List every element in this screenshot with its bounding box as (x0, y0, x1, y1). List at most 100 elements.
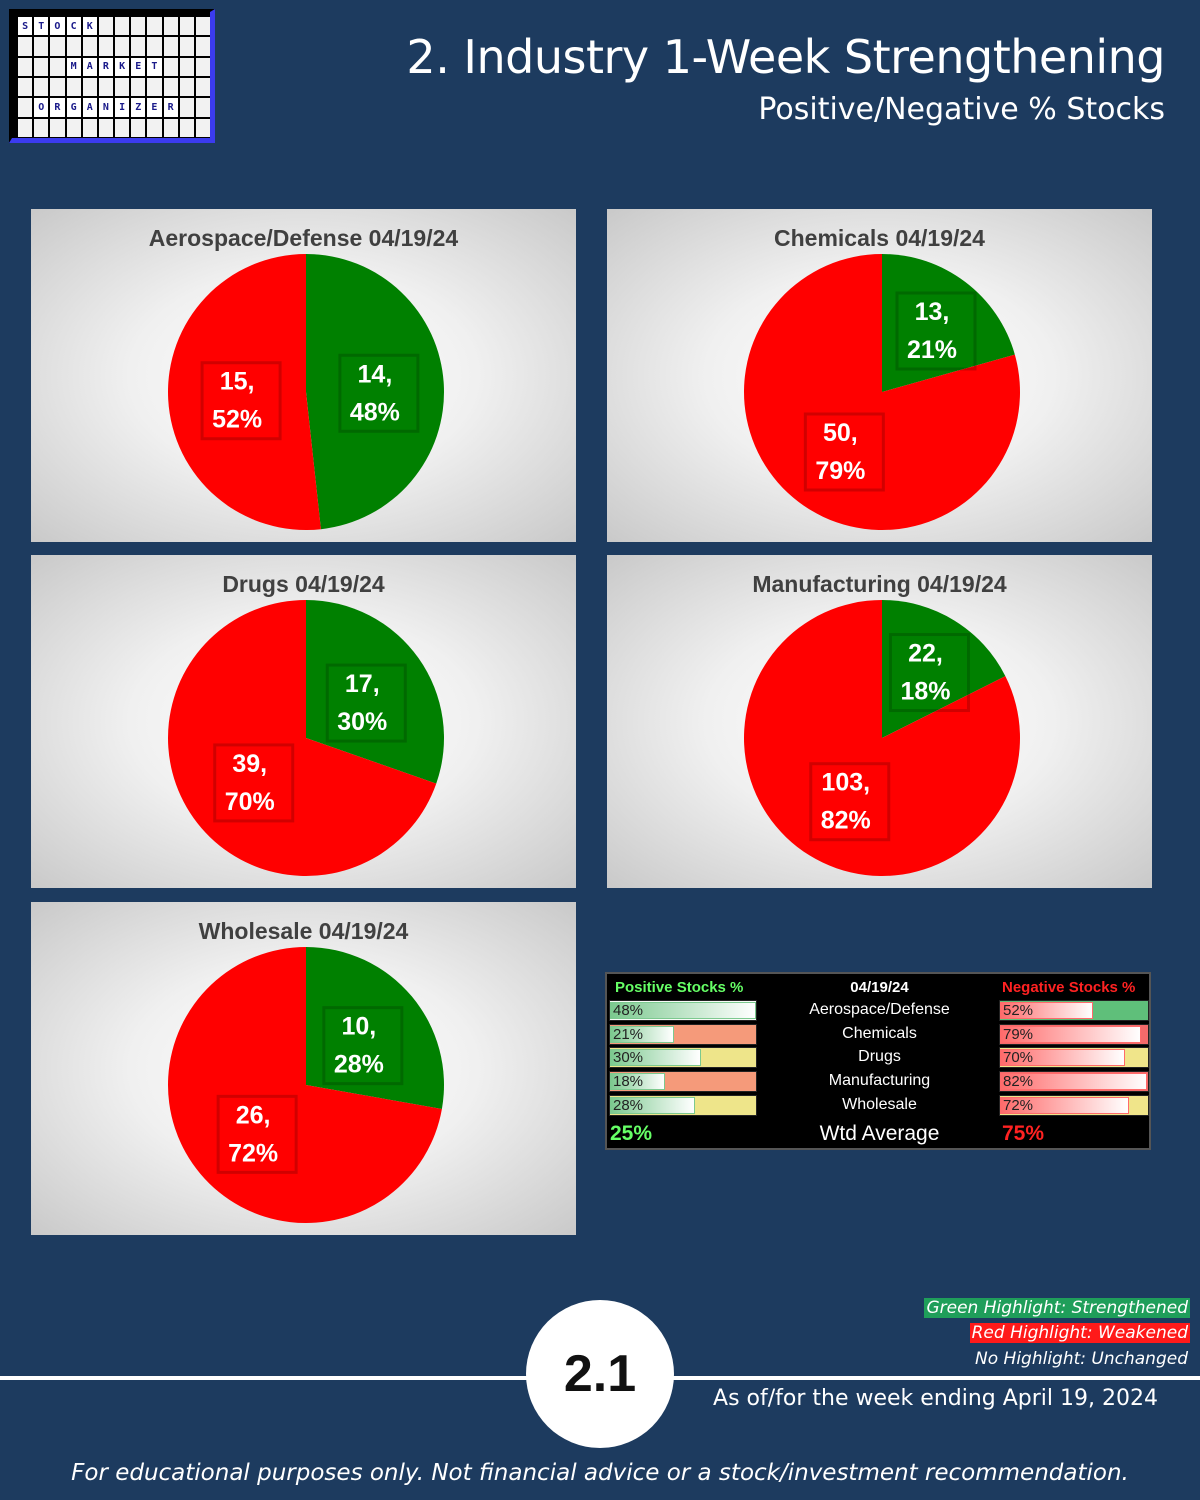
data-label-negative: 15,52% (200, 361, 282, 441)
logo-filler-cell (82, 37, 97, 56)
legend-red: Red Highlight: Weakened (969, 1323, 1190, 1343)
summary-table: Positive Stocks % 04/19/24 Negative Stoc… (605, 972, 1151, 1150)
logo-filler-cell (179, 98, 194, 117)
logo-filler-cell (179, 78, 194, 97)
positive-bar-cell: 18% (609, 1071, 757, 1093)
chart-title: Manufacturing 04/19/24 (752, 571, 1007, 597)
negative-value: 70% (1003, 1049, 1034, 1067)
data-label-positive: 14,48% (338, 353, 420, 433)
label-percent: 79% (815, 457, 865, 485)
logo-filler-cell (131, 37, 146, 56)
logo-filler-cell (115, 37, 130, 56)
label-shadow (809, 762, 891, 842)
disclaimer: For educational purposes only. Not finan… (71, 1460, 1129, 1486)
positive-bar-cell: 48% (609, 1000, 757, 1021)
chart-panel-aerospace: Aerospace/Defense 04/19/24 14, 48% 15, 52% (31, 209, 576, 542)
logo-filler-cell (195, 118, 210, 137)
logo-filler-cell (115, 17, 130, 36)
negative-bar-cell: 70% (999, 1047, 1149, 1069)
logo-letter: T (146, 56, 163, 78)
pie-slice-negative (167, 600, 437, 876)
logo-filler-cell (115, 118, 130, 137)
negative-value: 79% (1003, 1025, 1034, 1043)
chart-title: Drugs 04/19/24 (222, 571, 385, 597)
logo-letter: N (97, 97, 115, 118)
negative-value: 82% (1003, 1073, 1034, 1091)
label-count: 17, (345, 670, 380, 698)
logo-filler-cell (18, 118, 33, 137)
label-shadow (803, 412, 885, 492)
logo-filler-cell (34, 78, 49, 97)
pie-chart: 10,28%26,72% (168, 947, 444, 1223)
logo-letter: T (33, 15, 50, 37)
logo-filler-cell (98, 118, 113, 137)
logo-letter: K (113, 56, 131, 78)
logo-letter: O (33, 97, 50, 118)
label-count: 13, (915, 298, 950, 326)
logo-filler-cell (98, 17, 113, 36)
logo-filler-cell (179, 57, 194, 76)
logo-filler-cell (50, 37, 65, 56)
negative-bar (1000, 1073, 1147, 1091)
chart-title: Wholesale 04/19/24 (198, 918, 409, 944)
label-shadow (338, 353, 420, 433)
logo-letter: C (65, 15, 82, 37)
negative-value: 52% (1003, 1002, 1034, 1019)
data-label-negative: 26,72% (216, 1094, 298, 1174)
label-count: 50, (823, 419, 858, 447)
label-shadow (888, 633, 970, 713)
negative-bar-cell: 72% (999, 1094, 1149, 1116)
data-label-negative: 103, 82% (809, 762, 891, 842)
positive-bar-cell: 30% (609, 1047, 757, 1069)
positive-bar (610, 1049, 702, 1067)
label-percent: 72% (228, 1139, 278, 1167)
label-count: 39, (232, 750, 267, 778)
logo-letter: Z (130, 97, 147, 118)
logo-letter: S (16, 15, 34, 37)
positive-value: 48% (613, 1002, 644, 1019)
logo-filler-cell (34, 118, 49, 137)
label-shadow (325, 663, 407, 743)
logo-letter: O (49, 15, 66, 37)
negative-bar (1000, 1049, 1126, 1067)
logo-filler-cell (163, 57, 178, 76)
logo-filler-cell (179, 17, 194, 36)
chart-title: Aerospace/Defense 04/19/24 (148, 225, 459, 251)
logo-filler-cell (50, 118, 65, 137)
label-percent: 52% (212, 406, 262, 434)
label-percent: 82% (821, 807, 871, 835)
label-count: 10, (341, 1013, 376, 1041)
positive-bar (610, 1096, 696, 1114)
logo-letter: I (113, 97, 131, 118)
logo-filler-cell (147, 37, 162, 56)
logo-filler-cell (66, 78, 81, 97)
industry-label: Drugs (858, 1048, 901, 1066)
logo-filler-cell (50, 57, 65, 76)
logo-filler-cell (195, 98, 210, 117)
page-title: 2. Industry 1-Week Strengthening (406, 30, 1165, 84)
industry-label: Wholesale (842, 1095, 917, 1113)
chart-panel-wholesale: Wholesale 04/19/24 10, 28% 26, 72% (31, 902, 576, 1235)
positive-header: Positive Stocks % (615, 979, 744, 996)
positive-value: 21% (613, 1025, 644, 1043)
negative-bar-cell: 82% (999, 1071, 1149, 1093)
logo-filler-cell (82, 118, 97, 137)
logo-filler-cell (163, 118, 178, 137)
pie-chart: 22,18%103,82% (744, 600, 1020, 876)
pie-chart: 13,21%50,79% (744, 254, 1020, 530)
data-label-positive: 13,21% (895, 291, 977, 371)
positive-bar (610, 1025, 674, 1043)
data-label-negative: 50,79% (803, 412, 885, 492)
logo-filler-cell (34, 37, 49, 56)
logo-filler-cell (131, 17, 146, 36)
logo-filler-cell (163, 17, 178, 36)
positive-bar (610, 1002, 756, 1019)
data-label-positive: 17,30% (325, 663, 407, 743)
industry-label: Chemicals (842, 1024, 917, 1042)
label-shadow (895, 291, 977, 371)
logo-filler-cell (179, 37, 194, 56)
positive-value: 28% (613, 1096, 644, 1114)
logo-letter: R (49, 97, 66, 118)
logo-filler-cell (18, 98, 33, 117)
